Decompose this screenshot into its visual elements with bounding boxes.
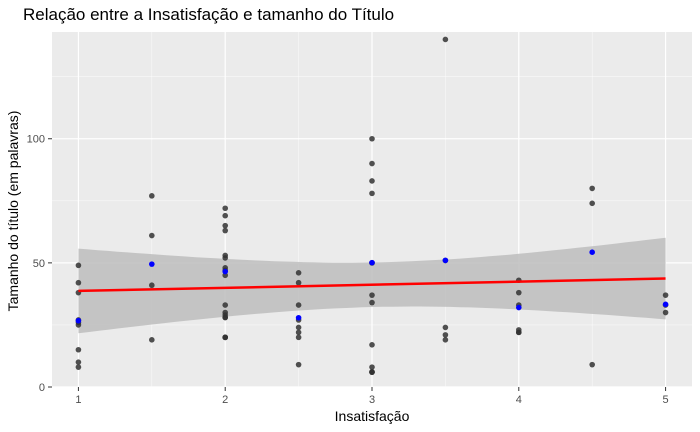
data-point — [75, 322, 82, 328]
data-point — [442, 324, 449, 331]
y-axis-title: Tamanho do título (em palavras) — [5, 111, 21, 312]
data-point — [295, 334, 302, 341]
data-point — [295, 302, 302, 308]
data-point — [75, 279, 82, 286]
data-point — [589, 200, 595, 207]
data-point — [589, 361, 595, 368]
y-tick-label: 50 — [33, 258, 45, 270]
data-point — [442, 36, 449, 43]
data-point — [369, 341, 375, 348]
data-point — [149, 337, 155, 343]
data-point — [295, 279, 302, 286]
data-point — [295, 324, 302, 331]
data-point — [222, 334, 229, 341]
data-point — [149, 232, 155, 239]
group-mean-points — [75, 249, 669, 324]
x-axis-title: Insatisfação — [335, 408, 410, 424]
mean-point — [662, 301, 669, 308]
mean-point — [222, 268, 229, 275]
data-point — [149, 193, 155, 199]
data-point — [222, 302, 229, 308]
mean-point — [589, 249, 595, 255]
x-tick-label: 1 — [75, 394, 81, 406]
regression-line — [78, 277, 666, 293]
x-tick-label: 2 — [222, 394, 228, 406]
data-point — [369, 178, 375, 184]
x-tick-label: 4 — [516, 394, 522, 406]
data-point — [222, 227, 229, 234]
data-point — [515, 289, 522, 296]
data-point — [149, 282, 155, 289]
data-point — [369, 160, 375, 167]
mean-point — [75, 317, 82, 324]
data-point — [295, 329, 302, 336]
data-point — [75, 364, 82, 370]
data-point — [222, 212, 229, 219]
data-point — [442, 337, 449, 343]
data-point — [662, 309, 669, 316]
data-point — [222, 222, 229, 229]
data-point — [75, 262, 82, 269]
x-tick-label: 3 — [369, 394, 375, 406]
mean-point — [515, 304, 522, 311]
x-axis-ticks: 1 2 3 4 5 — [75, 387, 669, 406]
data-point — [222, 255, 229, 261]
data-point — [369, 292, 375, 298]
data-point — [222, 314, 229, 321]
data-point — [515, 329, 522, 336]
mean-point — [149, 261, 155, 267]
data-point — [369, 190, 375, 197]
x-tick-label: 5 — [663, 394, 669, 406]
data-point — [369, 299, 375, 306]
data-point — [662, 292, 669, 298]
mean-point — [369, 259, 375, 266]
data-point — [369, 369, 375, 375]
mean-point — [442, 257, 449, 264]
data-point — [222, 205, 229, 212]
data-point — [442, 332, 449, 338]
data-point — [369, 364, 375, 370]
chart-title: Relação entre a Insatisfação e tamanho d… — [23, 5, 394, 24]
y-axis-ticks: 0 50 100 — [27, 134, 52, 394]
data-point — [589, 185, 595, 192]
y-tick-label: 100 — [27, 134, 45, 146]
data-points — [75, 36, 669, 375]
data-point — [369, 135, 375, 142]
data-point — [75, 346, 82, 353]
data-point — [295, 361, 302, 368]
data-point — [75, 359, 82, 365]
y-tick-label: 0 — [39, 382, 45, 394]
data-point — [295, 270, 302, 276]
mean-point — [295, 314, 302, 321]
